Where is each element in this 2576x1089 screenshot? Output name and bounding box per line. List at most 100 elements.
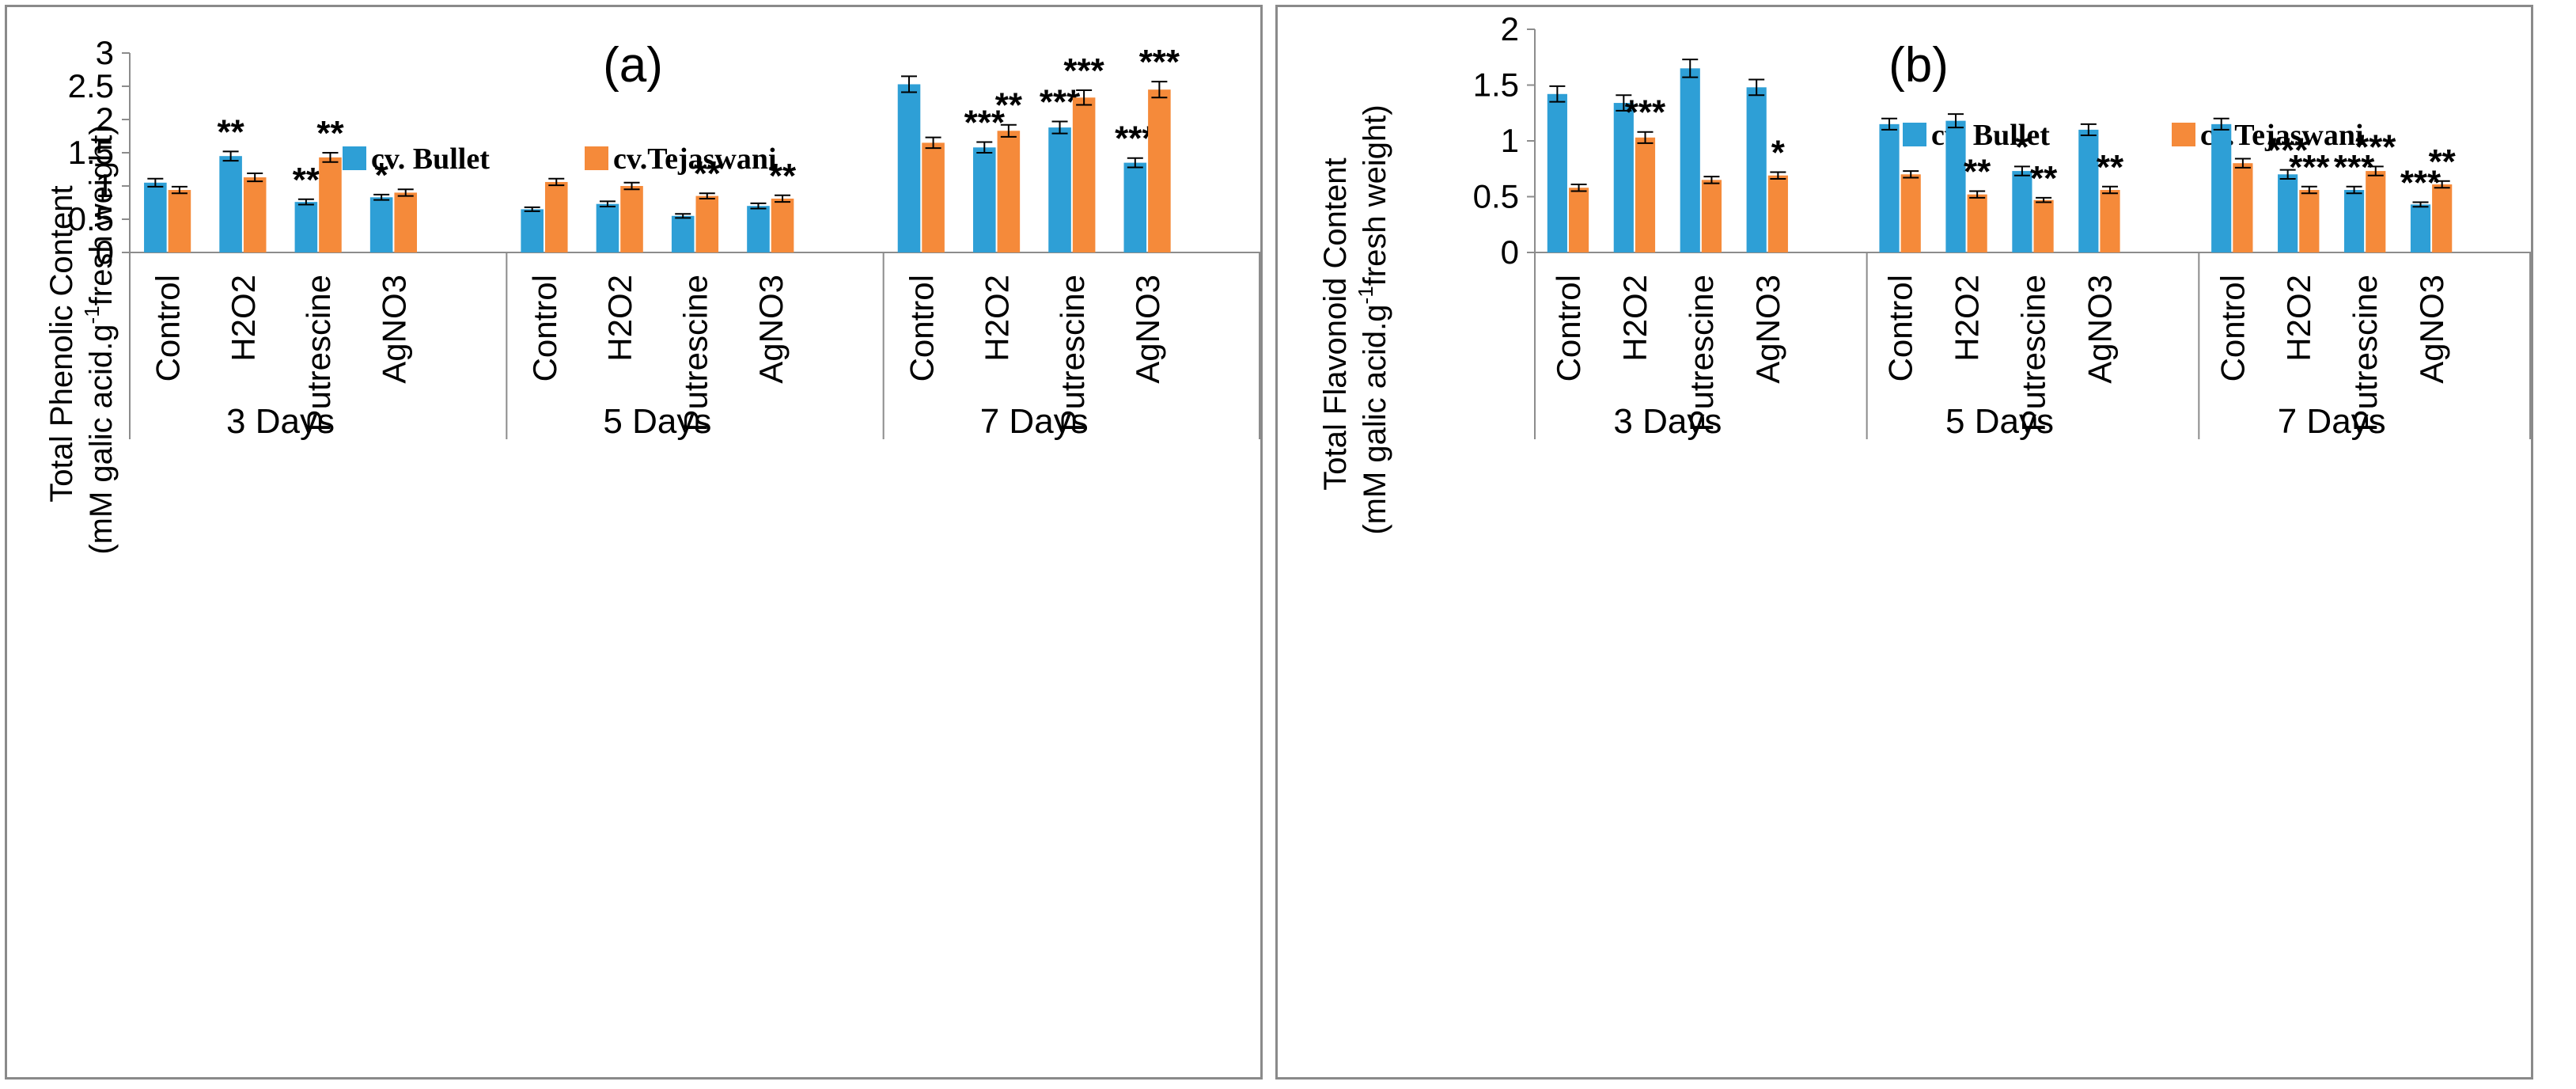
chart-a-ylabel: Total Phenolic Content (mM galic acid.g-… — [44, 124, 119, 554]
chart-a-category-label: Control — [150, 275, 187, 381]
chart-b-ytick-label: 0 — [1501, 233, 1519, 271]
chart-a-ylabel-pre: (mM galic acid.g — [84, 324, 119, 554]
panel-a-phenolic-chart: (a) cv. Bullet cv.Tejaswani Total Phenol… — [5, 5, 1263, 1080]
chart-a-svg: (a) cv. Bullet cv.Tejaswani Total Phenol… — [44, 34, 1260, 555]
panel-b-flavonoid-chart: (b) cv. Bullet cv.Tejaswani Total Flavon… — [1275, 5, 2533, 1080]
chart-b-category-label: Putrescine — [1683, 275, 1720, 431]
chart-b-significance-mark: * — [2015, 127, 2029, 166]
chart-a-bar-tejaswani — [1072, 97, 1096, 252]
chart-b-bar-bullet — [2211, 123, 2232, 252]
chart-b-svg: (b) cv. Bullet cv.Tejaswani Total Flavon… — [1318, 10, 2531, 535]
chart-a-bar-bullet — [747, 206, 770, 252]
chart-a-significance-mark: ** — [769, 157, 797, 195]
chart-a-bar-bullet — [369, 197, 393, 252]
chart-a-significance-mark: ** — [316, 114, 344, 153]
chart-a-category-label: Control — [903, 275, 940, 381]
chart-b-bar-bullet — [2410, 204, 2431, 252]
chart-a-group-label: 5 Days — [603, 402, 711, 441]
chart-a-category-label: AgNO3 — [752, 275, 790, 384]
chart-b-category-label: Control — [1882, 275, 1919, 381]
chart-a-ytick-label: 2.5 — [68, 67, 114, 104]
chart-b-bar-bullet — [2012, 171, 2032, 252]
chart-a-group-label: 3 Days — [226, 402, 335, 441]
chart-b-significance-mark: ** — [1964, 152, 1991, 191]
chart-b-bar-bullet — [1945, 120, 1966, 252]
chart-a-bar-tejaswani — [319, 157, 342, 252]
chart-b-bar-tejaswani — [2432, 184, 2453, 252]
chart-a-category-label: Putrescine — [1054, 275, 1091, 431]
chart-a-group-label: 7 Days — [980, 402, 1089, 441]
chart-b-category-label: AgNO3 — [2413, 275, 2450, 384]
chart-a-bar-bullet — [1048, 127, 1071, 252]
chart-b-significance-mark: * — [1771, 133, 1786, 172]
legend-b-tejaswani-swatch — [2172, 123, 2195, 146]
chart-b-ytick-label: 2 — [1501, 10, 1519, 47]
chart-a-legend: cv. Bullet cv.Tejaswani — [343, 142, 777, 176]
chart-b-category-label: Putrescine — [2347, 275, 2384, 431]
chart-a-bar-tejaswani — [997, 131, 1021, 252]
chart-a-significance-mark: *** — [1139, 43, 1180, 82]
chart-b-bar-bullet — [1680, 68, 1700, 252]
chart-a-ytick-label: 1.5 — [68, 134, 114, 171]
legend-a-tejaswani-label: cv.Tejaswani — [613, 142, 777, 176]
chart-a-bar-bullet — [521, 209, 544, 252]
chart-b-significance-mark: *** — [2267, 131, 2309, 170]
chart-a-ylabel-sup: -1 — [80, 305, 104, 324]
chart-b-bar-tejaswani — [2366, 171, 2386, 252]
chart-b-bar-tejaswani — [1635, 137, 1656, 252]
chart-a-significance-mark: * — [375, 156, 389, 195]
chart-a-category-label: Control — [526, 275, 563, 381]
chart-a-ylabel-line1: Total Phenolic Content — [44, 185, 79, 502]
chart-b-category-label: AgNO3 — [2081, 275, 2118, 384]
chart-b-bar-tejaswani — [1767, 175, 1788, 252]
chart-b-category-label: Control — [1550, 275, 1587, 381]
chart-b-bar-tejaswani — [2100, 190, 2120, 252]
chart-b-group-label: 7 Days — [2278, 402, 2386, 441]
chart-a-significance-mark: ** — [293, 161, 320, 199]
chart-b-bar-tejaswani — [2233, 163, 2253, 252]
chart-b-bar-tejaswani — [1568, 188, 1589, 252]
chart-b-ylabel-sup: -1 — [1354, 286, 1377, 304]
legend-a-bullet-swatch — [343, 146, 366, 170]
chart-a-significance-mark: ** — [995, 86, 1023, 125]
chart-b-group-label: 3 Days — [1613, 402, 1722, 441]
chart-b-bar-bullet — [1879, 123, 1900, 252]
chart-a-category-label: AgNO3 — [375, 275, 412, 384]
chart-b-bar-tejaswani — [1967, 194, 1987, 252]
chart-b-significance-mark: *** — [2289, 148, 2330, 187]
chart-a-bar-bullet — [671, 215, 695, 252]
chart-b-category-label: H2O2 — [2280, 275, 2317, 362]
chart-a-bar-tejaswani — [922, 142, 945, 252]
chart-b-title: (b) — [1888, 38, 1949, 93]
chart-a-bar-bullet — [596, 203, 619, 252]
chart-a-category-label: AgNO3 — [1129, 275, 1166, 384]
chart-b-bar-bullet — [2078, 129, 2099, 252]
chart-a-category-label: H2O2 — [979, 275, 1016, 362]
chart-a-bar-tejaswani — [771, 198, 794, 252]
chart-a-title: (a) — [603, 38, 663, 93]
chart-a-ytick-label: 0.5 — [68, 200, 114, 237]
chart-b-bar-tejaswani — [2299, 190, 2320, 252]
chart-b-ylabel-pre: (mM galic acid.g — [1358, 304, 1392, 534]
chart-b-bar-bullet — [2278, 174, 2298, 252]
chart-a-bar-bullet — [219, 156, 242, 252]
chart-b-category-label: AgNO3 — [1749, 275, 1786, 384]
chart-a-bar-bullet — [972, 147, 996, 252]
chart-a-bar-tejaswani — [620, 186, 643, 252]
chart-b-significance-mark: *** — [1625, 93, 1666, 132]
chart-b-category-label: H2O2 — [1616, 275, 1654, 362]
chart-b-significance-mark: ** — [2429, 142, 2457, 181]
chart-b-bar-tejaswani — [2033, 199, 2054, 252]
chart-a-ytick-label: 3 — [96, 34, 114, 71]
chart-b-bar-tejaswani — [1900, 174, 1921, 252]
chart-b-ytick-label: 0.5 — [1473, 178, 1519, 215]
chart-b-bar-bullet — [1613, 103, 1634, 252]
chart-b-bar-bullet — [2343, 190, 2365, 252]
chart-a-category-label: Putrescine — [300, 275, 337, 431]
chart-b-ylabel-line1: Total Flavonoid Content — [1318, 157, 1353, 490]
chart-a-significance-mark: ** — [694, 154, 722, 193]
chart-a-bar-bullet — [1123, 162, 1147, 252]
chart-a-bar-tejaswani — [695, 195, 719, 252]
legend-a-tejaswani-swatch — [585, 146, 608, 170]
chart-b-significance-mark: *** — [2355, 127, 2396, 166]
